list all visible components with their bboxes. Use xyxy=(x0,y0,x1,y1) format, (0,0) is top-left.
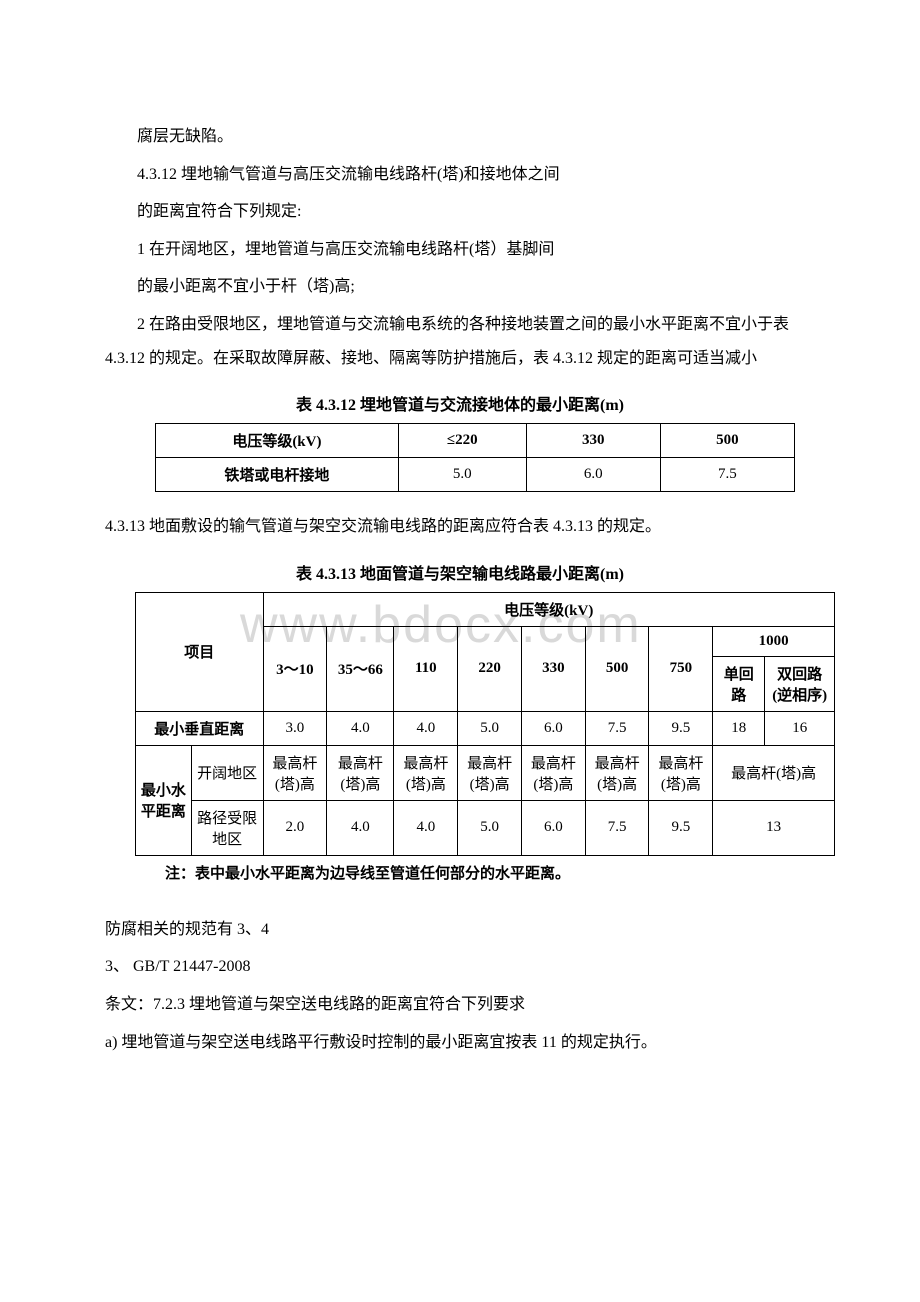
table-group-label: 最小水平距离 xyxy=(136,745,192,855)
paragraph: a) 埋地管道与架空送电线路平行敷设时控制的最小距离宜按表 11 的规定执行。 xyxy=(105,1026,815,1060)
paragraph: 4.3.12 埋地输气管道与高压交流输电线路杆(塔)和接地体之间 xyxy=(105,158,815,192)
table-cell: 最高杆(塔)高 xyxy=(458,745,522,800)
table-col-header: 220 xyxy=(458,626,522,711)
table-4-3-12: 电压等级(kV) ≤220 330 500 铁塔或电杆接地 5.0 6.0 7.… xyxy=(155,423,795,492)
table-row-label: 铁塔或电杆接地 xyxy=(156,458,399,492)
table-cell: 4.0 xyxy=(327,711,394,745)
table-sub-label: 路径受限地区 xyxy=(191,800,263,855)
table-cell: 4.0 xyxy=(327,800,394,855)
table-cell: 5.0 xyxy=(458,711,522,745)
table-voltage-header: 电压等级(kV) xyxy=(263,592,835,626)
table-row-label: 最小垂直距离 xyxy=(136,711,264,745)
table-note: 注：表中最小水平距离为边导线至管道任何部分的水平距离。 xyxy=(165,862,815,883)
table-4-3-13-title: 表 4.3.13 地面管道与架空输电线路最小距离(m) xyxy=(105,560,815,584)
paragraph: 1 在开阔地区，埋地管道与高压交流输电线路杆(塔）基脚间 xyxy=(105,233,815,267)
table-cell: 2.0 xyxy=(263,800,327,855)
table-cell: 5.0 xyxy=(458,800,522,855)
table-cell: 16 xyxy=(765,711,835,745)
table-item-header: 项目 xyxy=(136,592,264,711)
table-4-3-13: 项目 电压等级(kV) 3～10 35～66 110 220 330 500 7… xyxy=(135,592,835,856)
table-cell: 6.0 xyxy=(521,711,585,745)
table-col-header: 110 xyxy=(394,626,458,711)
paragraph: 的最小距离不宜小于杆（塔)高; xyxy=(105,270,815,304)
table-col-header: 330 xyxy=(521,626,585,711)
table-cell: 6.0 xyxy=(526,458,660,492)
table-cell: 4.0 xyxy=(394,800,458,855)
table-cell: 13 xyxy=(713,800,835,855)
table-cell: 最高杆(塔)高 xyxy=(585,745,649,800)
table-cell: 9.5 xyxy=(649,711,713,745)
table-header-cell: ≤220 xyxy=(398,424,526,458)
table-cell: 6.0 xyxy=(521,800,585,855)
table-cell: 7.5 xyxy=(585,711,649,745)
table-cell: 5.0 xyxy=(398,458,526,492)
table-col-header: 3～10 xyxy=(263,626,327,711)
table-col-header: 单回路 xyxy=(713,656,765,711)
table-cell: 最高杆(塔)高 xyxy=(713,745,835,800)
table-col-header: 35～66 xyxy=(327,626,394,711)
table-4-3-12-title: 表 4.3.12 埋地管道与交流接地体的最小距离(m) xyxy=(105,391,815,415)
paragraph: 2 在路由受限地区，埋地管道与交流输电系统的各种接地装置之间的最小水平距离不宜小… xyxy=(105,308,815,375)
table-cell: 4.0 xyxy=(394,711,458,745)
table-cell: 7.5 xyxy=(585,800,649,855)
paragraph: 防腐相关的规范有 3、4 xyxy=(105,913,815,947)
table-sub-label: 开阔地区 xyxy=(191,745,263,800)
paragraph: 腐层无缺陷。 xyxy=(105,120,815,154)
table-col-header: 750 xyxy=(649,626,713,711)
table-header-cell: 500 xyxy=(660,424,794,458)
table-cell: 最高杆(塔)高 xyxy=(649,745,713,800)
table-header-cell: 电压等级(kV) xyxy=(156,424,399,458)
paragraph: 4.3.13 地面敷设的输气管道与架空交流输电线路的距离应符合表 4.3.13 … xyxy=(105,510,815,544)
table-cell: 最高杆(塔)高 xyxy=(263,745,327,800)
paragraph: 3、 GB/T 21447-2008 xyxy=(105,950,815,984)
table-cell: 9.5 xyxy=(649,800,713,855)
paragraph: 条文：7.2.3 埋地管道与架空送电线路的距离宜符合下列要求 xyxy=(105,988,815,1022)
table-cell: 最高杆(塔)高 xyxy=(327,745,394,800)
paragraph: 的距离宜符合下列规定: xyxy=(105,195,815,229)
table-col-header: 500 xyxy=(585,626,649,711)
table-cell: 最高杆(塔)高 xyxy=(394,745,458,800)
table-col-header: 双回路(逆相序) xyxy=(765,656,835,711)
table-cell: 最高杆(塔)高 xyxy=(521,745,585,800)
table-cell: 7.5 xyxy=(660,458,794,492)
table-col-header: 1000 xyxy=(713,626,835,656)
table-cell: 3.0 xyxy=(263,711,327,745)
table-cell: 18 xyxy=(713,711,765,745)
table-header-cell: 330 xyxy=(526,424,660,458)
